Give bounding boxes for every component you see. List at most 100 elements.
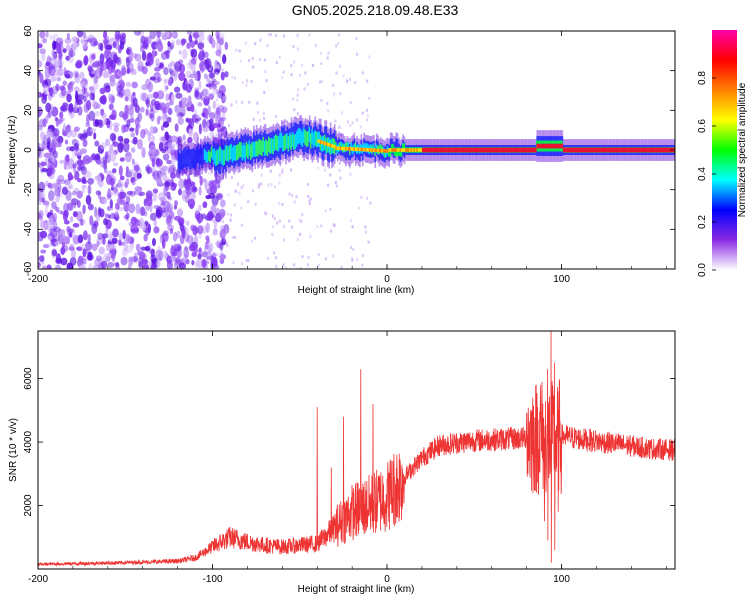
heatmap-noise-cell — [186, 42, 191, 49]
heatmap-ridge-peak — [421, 147, 424, 153]
spectrogram-x-ticks: -200 -100 0 100 — [28, 31, 667, 285]
heatmap-noise-cell — [104, 151, 109, 160]
heatmap-noise-cell — [197, 42, 205, 50]
heatmap-noise-cell — [83, 93, 88, 104]
heatmap-ridge-peak — [409, 148, 411, 152]
heatmap-sparse-cell — [319, 51, 322, 55]
heatmap-sparse-cell — [320, 98, 323, 102]
heatmap-sparse-cell — [304, 71, 307, 75]
heatmap-noise-cell — [147, 223, 152, 234]
heatmap-noise-cell — [76, 31, 84, 38]
heatmap-ridge-peak — [493, 147, 495, 153]
heatmap-ridge-peak — [589, 147, 592, 153]
heatmap-noise-cell — [51, 201, 57, 210]
heatmap-sparse-cell — [278, 55, 281, 59]
heatmap-ridge-core — [205, 151, 207, 163]
heatmap-ridge-peak — [321, 140, 324, 145]
heatmap-ridge-peak — [596, 147, 599, 153]
heatmap-noise-cell — [42, 118, 47, 128]
heatmap-noise-cell — [106, 190, 113, 199]
heatmap-noise-cell — [166, 215, 171, 224]
heatmap-sparse-cell — [346, 120, 349, 124]
heatmap-noise-cell — [78, 218, 86, 226]
heatmap-sparse-cell — [329, 173, 332, 177]
heatmap-ridge-peak — [391, 148, 393, 152]
heatmap-noise-cell — [60, 246, 65, 256]
heatmap-sparse-cell — [213, 225, 216, 229]
heatmap-sparse-cell — [232, 261, 235, 265]
heatmap-noise-cell — [119, 139, 124, 150]
heatmap-noise-cell — [43, 152, 52, 158]
heatmap-noise-cell — [174, 123, 179, 132]
heatmap-sparse-cell — [350, 246, 353, 250]
heatmap-noise-cell — [167, 166, 175, 174]
heatmap-sparse-cell — [267, 183, 270, 187]
heatmap-sparse-cell — [270, 183, 273, 187]
heatmap-sparse-cell — [334, 119, 337, 123]
heatmap-sparse-cell — [240, 206, 243, 210]
heatmap-sparse-cell — [356, 52, 359, 56]
heatmap-sparse-cell — [278, 219, 281, 223]
heatmap-noise-cell — [184, 80, 188, 85]
heatmap-noise-cell — [167, 63, 172, 68]
heatmap-sparse-cell — [296, 33, 299, 37]
heatmap-noise-cell — [202, 201, 208, 209]
heatmap-sparse-cell — [300, 219, 303, 223]
heatmap-sparse-cell — [324, 257, 327, 261]
heatmap-ridge-peak — [532, 147, 534, 153]
heatmap-noise-cell — [88, 263, 93, 269]
heatmap-ridge-core — [402, 143, 404, 153]
heatmap-noise-cell — [219, 229, 226, 239]
heatmap-noise-cell — [184, 232, 190, 243]
heatmap-ridge-peak — [477, 147, 480, 153]
heatmap-noise-cell — [201, 251, 208, 258]
heatmap-noise-cell — [46, 141, 51, 149]
heatmap-ridge-peak — [333, 145, 336, 149]
heatmap-noise-cell — [177, 112, 185, 117]
heatmap-noise-cell — [173, 73, 178, 82]
heatmap-noise-cell — [224, 41, 229, 51]
heatmap-noise-cell — [197, 102, 203, 107]
heatmap-noise-cell — [202, 118, 207, 129]
heatmap-noise-cell — [133, 171, 140, 181]
heatmap-ridge-peak — [631, 147, 633, 153]
heatmap-noise-cell — [83, 55, 89, 65]
heatmap-noise-cell — [47, 235, 52, 241]
heatmap-noise-cell — [208, 72, 216, 79]
heatmap-noise-cell — [187, 198, 196, 208]
heatmap-noise-cell — [39, 73, 44, 84]
heatmap-noise-cell — [47, 110, 51, 118]
heatmap-ridge-core — [268, 136, 270, 153]
heatmap-ridge-mid — [190, 149, 192, 170]
heatmap-noise-cell — [161, 136, 167, 142]
heatmap-ridge-peak — [564, 147, 566, 153]
heatmap-noise-cell — [81, 176, 87, 184]
heatmap-ridge-peak — [528, 147, 530, 153]
heatmap-ridge-core — [269, 138, 272, 154]
heatmap-noise-cell — [65, 164, 71, 170]
heatmap-sparse-cell — [327, 51, 330, 55]
heatmap-noise-cell — [89, 92, 95, 101]
heatmap-ridge-core — [212, 149, 214, 161]
heatmap-sparse-cell — [229, 218, 232, 222]
heatmap-ridge-peak — [553, 143, 555, 149]
y-tick-label: 4000 — [23, 431, 34, 454]
heatmap-ridge-core — [203, 149, 206, 160]
heatmap-ridge-peak — [381, 148, 384, 153]
heatmap-ridge-peak — [535, 147, 537, 153]
heatmap-sparse-cell — [293, 60, 296, 64]
heatmap-noise-cell — [144, 245, 151, 252]
heatmap-ridge-mid — [396, 139, 399, 155]
y-tick-label: -20 — [23, 182, 34, 197]
heatmap-noise-cell — [140, 206, 145, 216]
heatmap-noise-cell — [221, 106, 228, 114]
heatmap-noise-cell — [84, 91, 90, 97]
heatmap-sparse-cell — [339, 176, 342, 180]
x-tick-label: -100 — [203, 274, 223, 285]
heatmap-ridge-peak — [394, 148, 396, 152]
heatmap-ridge-peak — [558, 143, 561, 149]
heatmap-ridge-peak — [620, 147, 622, 153]
heatmap-noise-cell — [120, 256, 128, 266]
colorbar-ticks: 0.0 0.2 0.4 0.6 0.8 — [697, 71, 716, 277]
heatmap-noise-cell — [159, 233, 165, 244]
